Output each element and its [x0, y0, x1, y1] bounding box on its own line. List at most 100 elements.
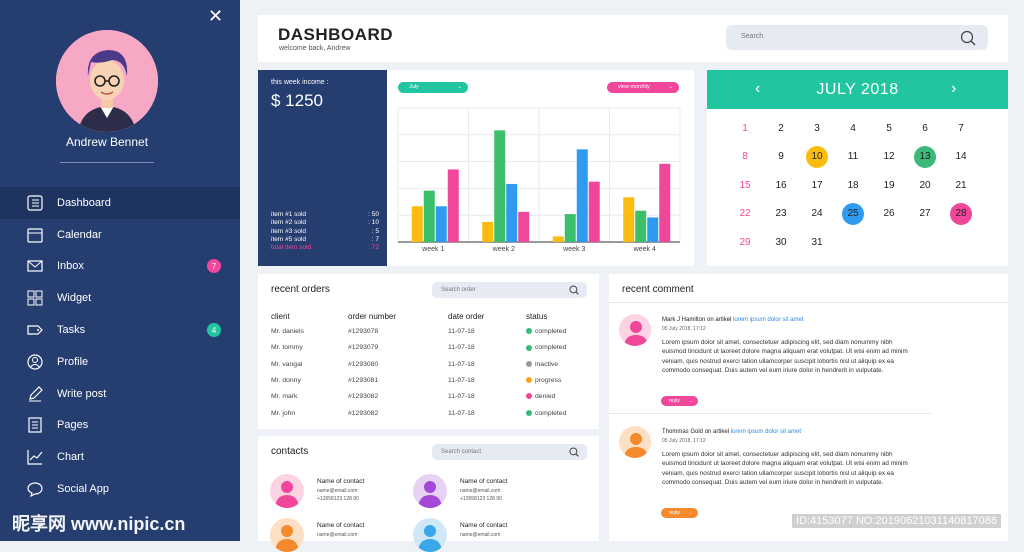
bar[interactable]: [623, 197, 635, 242]
view-select[interactable]: view monthly ⌄: [607, 82, 679, 93]
calendar-day[interactable]: 1: [742, 122, 748, 134]
calendar-day[interactable]: 27: [919, 208, 931, 220]
bar[interactable]: [564, 214, 576, 242]
calendar-day[interactable]: 23: [775, 208, 787, 220]
calendar-day[interactable]: 2: [778, 122, 784, 134]
reply-button[interactable]: reply →: [661, 396, 698, 406]
sidebar-item-inbox[interactable]: Inbox 7: [0, 251, 240, 283]
avatar[interactable]: [56, 30, 158, 132]
bar[interactable]: [518, 211, 530, 242]
calendar-day[interactable]: 3: [814, 122, 820, 134]
calendar-day[interactable]: 12: [883, 151, 895, 163]
bar[interactable]: [423, 190, 435, 242]
sidebar-item-social-app[interactable]: Social App: [0, 473, 240, 505]
contact-name[interactable]: Name of contact: [317, 478, 365, 485]
bar[interactable]: [494, 130, 506, 242]
calendar-day[interactable]: 8: [742, 151, 748, 163]
calendar-day[interactable]: 30: [775, 236, 787, 248]
table-cell: #1293080: [348, 360, 379, 368]
calendar-title: JULY 2018: [816, 80, 899, 98]
calendar-day[interactable]: 5: [886, 122, 892, 134]
chart-icon: [26, 448, 44, 466]
sidebar-item-pages[interactable]: Pages: [0, 410, 240, 442]
calendar-day[interactable]: 28: [950, 202, 972, 225]
bar[interactable]: [552, 236, 564, 242]
contact-name[interactable]: Name of contact: [460, 478, 508, 485]
search-input[interactable]: Search: [726, 25, 988, 50]
bar[interactable]: [447, 169, 459, 242]
bar[interactable]: [506, 183, 518, 242]
article-link[interactable]: lorem ipsum dolor sit amet: [730, 429, 802, 435]
calendar-day[interactable]: 29: [739, 236, 751, 248]
calendar-day[interactable]: 26: [883, 208, 895, 220]
order-search-input[interactable]: Search order: [432, 282, 587, 298]
bar[interactable]: [435, 206, 447, 242]
bar[interactable]: [576, 149, 588, 242]
sidebar-item-write-post[interactable]: Write post: [0, 378, 240, 410]
commenter-avatar[interactable]: [619, 314, 651, 346]
bar[interactable]: [482, 221, 494, 242]
sidebar-item-profile[interactable]: Profile: [0, 346, 240, 378]
bar[interactable]: [647, 217, 659, 242]
calendar-day[interactable]: 9: [778, 151, 784, 163]
x-tick-label: week 4: [633, 246, 656, 253]
calendar-day[interactable]: 22: [739, 208, 751, 220]
contact-name[interactable]: Name of contact: [460, 522, 508, 529]
contact-avatar[interactable]: [413, 518, 447, 552]
calendar-day[interactable]: 31: [811, 236, 823, 248]
reply-button[interactable]: reply →: [661, 508, 698, 518]
close-icon[interactable]: ✕: [208, 6, 224, 26]
calendar-day[interactable]: 4: [850, 122, 856, 134]
status-label: completed: [535, 328, 567, 335]
contact-avatar[interactable]: [270, 518, 304, 552]
page-header: DASHBOARD welcome back, Andrew Search: [258, 15, 1008, 62]
comment-author[interactable]: Mark J Hamilton: [662, 317, 706, 323]
sidebar-item-calendar[interactable]: Calendar: [0, 219, 240, 251]
page-subtitle: welcome back, Andrew: [279, 45, 351, 52]
calendar-day[interactable]: 15: [739, 179, 751, 191]
contact-search-input[interactable]: Search contact: [432, 444, 587, 460]
comment-author[interactable]: Thommas Gold: [662, 429, 704, 435]
calendar-day[interactable]: 19: [883, 179, 895, 191]
calendar-day[interactable]: 17: [811, 179, 823, 191]
sidebar-item-widget[interactable]: Widget: [0, 282, 240, 314]
contact-avatar[interactable]: [270, 474, 304, 508]
table-cell: 11-07-18: [448, 344, 475, 352]
sidebar: ✕ Andrew Bennet Dashboard Calendar Inbox 7 W…: [0, 0, 240, 541]
table-cell: 11-07-18: [448, 393, 475, 401]
contact-avatar[interactable]: [413, 474, 447, 508]
commenter-avatar[interactable]: [619, 426, 651, 458]
calendar-day[interactable]: 25: [842, 202, 864, 225]
bar[interactable]: [659, 163, 671, 242]
search-icon[interactable]: [569, 447, 579, 457]
bar[interactable]: [635, 210, 647, 242]
bar[interactable]: [411, 206, 423, 242]
calendar-day[interactable]: 11: [847, 151, 859, 163]
search-icon[interactable]: [569, 285, 579, 295]
calendar-day[interactable]: 7: [958, 122, 964, 134]
chevron-left-icon[interactable]: ‹: [755, 80, 761, 97]
calendar-day[interactable]: 21: [955, 179, 967, 191]
calendar-day[interactable]: 13: [914, 145, 936, 168]
calendar-day[interactable]: 18: [847, 179, 859, 191]
contact-name[interactable]: Name of contact: [317, 522, 365, 529]
user-icon: [26, 353, 44, 371]
sidebar-item-chart[interactable]: Chart: [0, 441, 240, 473]
calendar-day[interactable]: 10: [806, 145, 828, 168]
sidebar-item-dashboard[interactable]: Dashboard: [0, 187, 240, 219]
chevron-right-icon[interactable]: ›: [951, 80, 957, 97]
search-icon[interactable]: [960, 30, 976, 46]
bar[interactable]: [588, 181, 600, 242]
article-link[interactable]: lorem ipsum dolor sit amet: [733, 317, 804, 323]
arrow-right-icon: →: [688, 510, 693, 516]
column-header: client: [271, 312, 290, 321]
calendar-day[interactable]: 16: [775, 179, 787, 191]
calendar-day[interactable]: 24: [811, 208, 823, 220]
month-select[interactable]: July ⌄: [398, 82, 468, 93]
calendar-day[interactable]: 20: [919, 179, 931, 191]
sidebar-item-tasks[interactable]: Tasks 4: [0, 314, 240, 346]
calendar-day[interactable]: 14: [955, 151, 967, 163]
calendar-day[interactable]: 6: [922, 122, 928, 134]
table-cell: 11-07-18: [448, 409, 475, 417]
x-tick-label: week 3: [562, 246, 585, 253]
